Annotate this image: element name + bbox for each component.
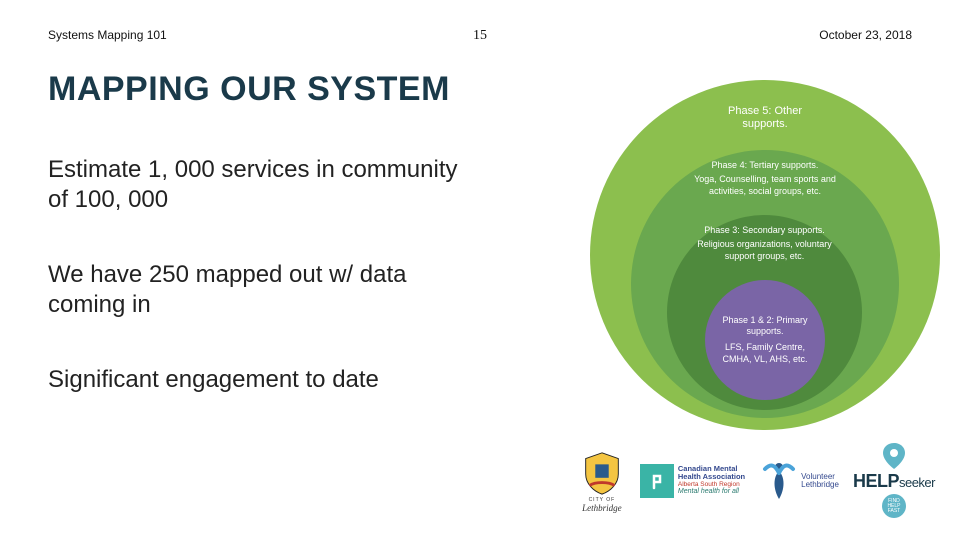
ring-phase-1-2-body: LFS, Family Centre, CMHA, VL, AHS, etc.: [713, 342, 818, 365]
crest-icon: [578, 449, 626, 497]
ring-phase-4-label: Phase 4: Tertiary supports. Yoga, Counse…: [675, 160, 855, 197]
paragraph-2: We have 250 mapped out w/ data coming in: [48, 260, 478, 320]
ring-phase-3-body: Religious organizations, voluntary suppo…: [682, 239, 847, 262]
cmha-square-icon: [640, 464, 674, 498]
volunteer-figure-icon: [759, 459, 799, 503]
volunteer-line2: Lethbridge: [801, 481, 839, 489]
cmha-line4: Mental health for all: [678, 488, 745, 496]
cmha-line3: Alberta South Region: [678, 481, 745, 488]
slide-header: Systems Mapping 101 15 October 23, 2018: [0, 28, 960, 42]
ring-phase-1-2-title: Phase 1 & 2: Primary supports.: [713, 315, 818, 338]
seeker-suffix: seeker: [899, 475, 935, 490]
ring-phase-5-label: Phase 5: Other supports.: [705, 105, 825, 131]
ring-phase-3-label: Phase 3: Secondary supports. Religious o…: [682, 225, 847, 262]
logo-volunteer-lethbridge: Volunteer Lethbridge: [759, 459, 839, 503]
help-word: HELP: [853, 471, 899, 491]
logo-lethbridge: CITY OF Lethbridge: [578, 449, 626, 513]
paragraph-3: Significant engagement to date: [48, 365, 478, 395]
ring-phase-4-body: Yoga, Counselling, team sports and activ…: [675, 174, 855, 197]
cmha-text: Canadian Mental Health Association Alber…: [678, 465, 745, 496]
helpseeker-word: HELPseeker: [853, 471, 935, 492]
logo-row: CITY OF Lethbridge Canadian Mental Healt…: [578, 443, 935, 518]
header-page-number: 15: [473, 28, 487, 44]
paragraph-1: Estimate 1, 000 services in community of…: [48, 155, 478, 215]
logo-lethbridge-name: Lethbridge: [582, 503, 622, 513]
logo-helpseeker: HELPseeker FIND HELP FAST: [853, 443, 935, 518]
ring-phase-1-2-label: Phase 1 & 2: Primary supports. LFS, Fami…: [713, 315, 818, 366]
page-title: MAPPING OUR SYSTEM: [48, 70, 450, 109]
header-left: Systems Mapping 101: [48, 28, 167, 42]
ring-phase-3-title: Phase 3: Secondary supports.: [682, 225, 847, 236]
ring-phase-1-2: Phase 1 & 2: Primary supports. LFS, Fami…: [705, 280, 825, 400]
pin-icon: [883, 443, 905, 469]
ring-phase-4-title: Phase 4: Tertiary supports.: [675, 160, 855, 171]
header-date: October 23, 2018: [819, 28, 912, 42]
cmha-line2: Health Association: [678, 473, 745, 481]
helpseeker-badge: FIND HELP FAST: [882, 494, 906, 518]
logo-cmha: Canadian Mental Health Association Alber…: [640, 464, 745, 498]
volunteer-text: Volunteer Lethbridge: [801, 473, 839, 488]
phases-diagram: Phase 5: Other supports. Phase 4: Tertia…: [590, 80, 940, 430]
